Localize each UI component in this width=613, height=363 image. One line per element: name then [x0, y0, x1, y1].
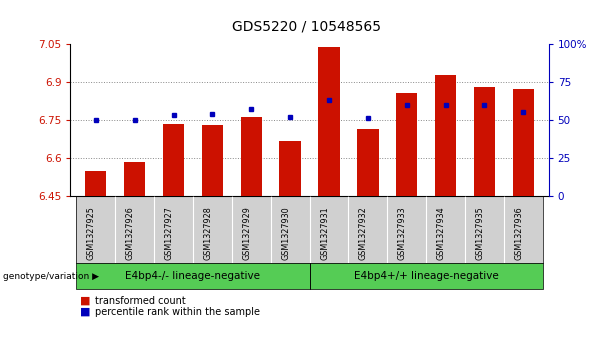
Text: GSM1327928: GSM1327928: [204, 206, 212, 260]
Text: GSM1327925: GSM1327925: [87, 206, 96, 260]
Bar: [280, 140, 301, 196]
Text: GSM1327931: GSM1327931: [320, 206, 329, 260]
Bar: [318, 47, 340, 196]
Text: GDS5220 / 10548565: GDS5220 / 10548565: [232, 20, 381, 34]
Text: percentile rank within the sample: percentile rank within the sample: [95, 307, 260, 317]
Bar: [357, 129, 379, 196]
Text: E4bp4-/- lineage-negative: E4bp4-/- lineage-negative: [126, 271, 261, 281]
Text: ■: ■: [80, 296, 90, 306]
Bar: [163, 123, 184, 196]
Bar: [124, 162, 145, 196]
Text: GSM1327934: GSM1327934: [436, 206, 446, 260]
Bar: [474, 87, 495, 196]
Text: GSM1327929: GSM1327929: [242, 206, 251, 260]
Text: GSM1327930: GSM1327930: [281, 206, 290, 260]
Text: GSM1327935: GSM1327935: [476, 206, 484, 260]
Text: GSM1327933: GSM1327933: [398, 206, 407, 260]
Text: GSM1327927: GSM1327927: [164, 206, 173, 260]
Text: GSM1327936: GSM1327936: [514, 206, 524, 260]
Bar: [240, 117, 262, 196]
Text: GSM1327926: GSM1327926: [126, 206, 135, 260]
Text: E4bp4+/+ lineage-negative: E4bp4+/+ lineage-negative: [354, 271, 498, 281]
Text: genotype/variation ▶: genotype/variation ▶: [3, 272, 99, 281]
Bar: [396, 93, 417, 196]
Bar: [512, 89, 534, 196]
Text: GSM1327932: GSM1327932: [359, 206, 368, 260]
Bar: [435, 74, 456, 196]
Bar: [85, 171, 107, 196]
Text: ■: ■: [80, 307, 90, 317]
Bar: [202, 125, 223, 196]
Text: transformed count: transformed count: [95, 296, 186, 306]
